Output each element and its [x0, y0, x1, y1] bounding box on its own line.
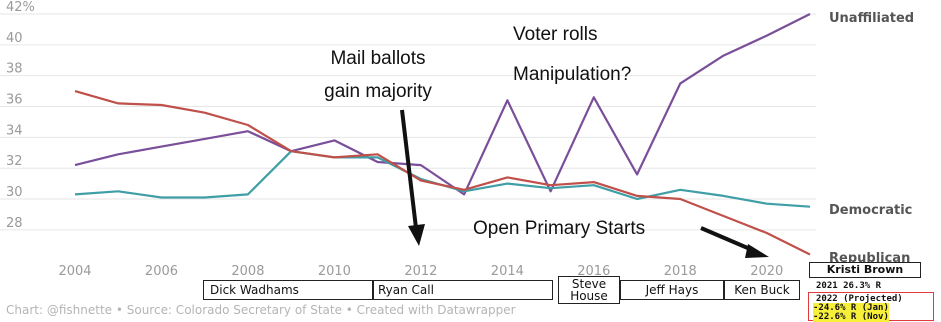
gridlines	[0, 13, 816, 231]
x-tick-label: 2016	[577, 264, 610, 279]
annotation-voter-rolls-line2: Manipulation?	[513, 64, 631, 85]
chair-label-jeff-hays: Jeff Hays	[620, 280, 724, 300]
chair-label-ryan-call: Ryan Call	[373, 280, 553, 300]
stats-line-nov: -22.6% R (Nov)	[813, 312, 889, 322]
chair-label-steve-house-line1: Steve	[571, 277, 607, 291]
arrow-mail-ballots	[400, 109, 425, 246]
annotation-mail-ballots-line1: Mail ballots	[330, 48, 425, 69]
chart-source: Chart: @fishnette • Source: Colorado Sec…	[6, 303, 516, 317]
series-line-republican	[74, 90, 811, 256]
chair-label-steve-house: Steve House	[558, 276, 620, 304]
x-tick-label: 2018	[664, 264, 697, 279]
y-axis-ticks: 42% 40 38 36 34 32 30 28	[6, 0, 35, 231]
chair-label-steve-house-line2: House	[570, 289, 608, 303]
x-tick-label: 2010	[318, 264, 351, 279]
x-tick-label: 2014	[491, 264, 524, 279]
series-line-unaffiliated	[74, 13, 811, 196]
x-tick-label: 2012	[404, 264, 437, 279]
y-tick-label: 38	[6, 62, 23, 77]
stats-line-projected: 2022 (Projected)	[816, 294, 903, 304]
y-tick-label: 30	[6, 185, 23, 200]
chair-label-dick-wadhams: Dick Wadhams	[203, 280, 373, 300]
x-tick-label: 2004	[58, 264, 91, 279]
annotation-voter-rolls-line1: Voter rolls	[513, 24, 597, 45]
x-axis-ticks: 2004 2006 2008 2010 2012 2014 2016 2018 2020	[58, 264, 783, 279]
annotation-open-primary: Open Primary Starts	[473, 218, 645, 239]
arrow-open-primary	[700, 226, 769, 258]
chair-label-kristi-brown: Kristi Brown	[809, 262, 921, 278]
y-tick-label: 36	[6, 93, 23, 108]
y-tick-label: 28	[6, 216, 23, 231]
chair-label-ken-buck: Ken Buck	[724, 280, 800, 300]
annotation-mail-ballots-line2: gain majority	[324, 81, 432, 102]
stats-line-2021: 2021 26.3% R	[816, 281, 882, 291]
x-tick-label: 2008	[231, 264, 264, 279]
stats-line-jan: -24.6% R (Jan)	[813, 303, 889, 313]
y-tick-label: 32	[6, 154, 23, 169]
series-label-unaffiliated: Unaffiliated	[829, 11, 914, 26]
series-lines	[74, 13, 811, 256]
series-label-democratic: Democratic	[829, 203, 912, 218]
x-tick-label: 2020	[750, 264, 783, 279]
x-tick-label: 2006	[145, 264, 178, 279]
y-tick-label: 42%	[6, 0, 35, 15]
y-tick-label: 34	[6, 123, 23, 138]
y-tick-label: 40	[6, 31, 23, 46]
